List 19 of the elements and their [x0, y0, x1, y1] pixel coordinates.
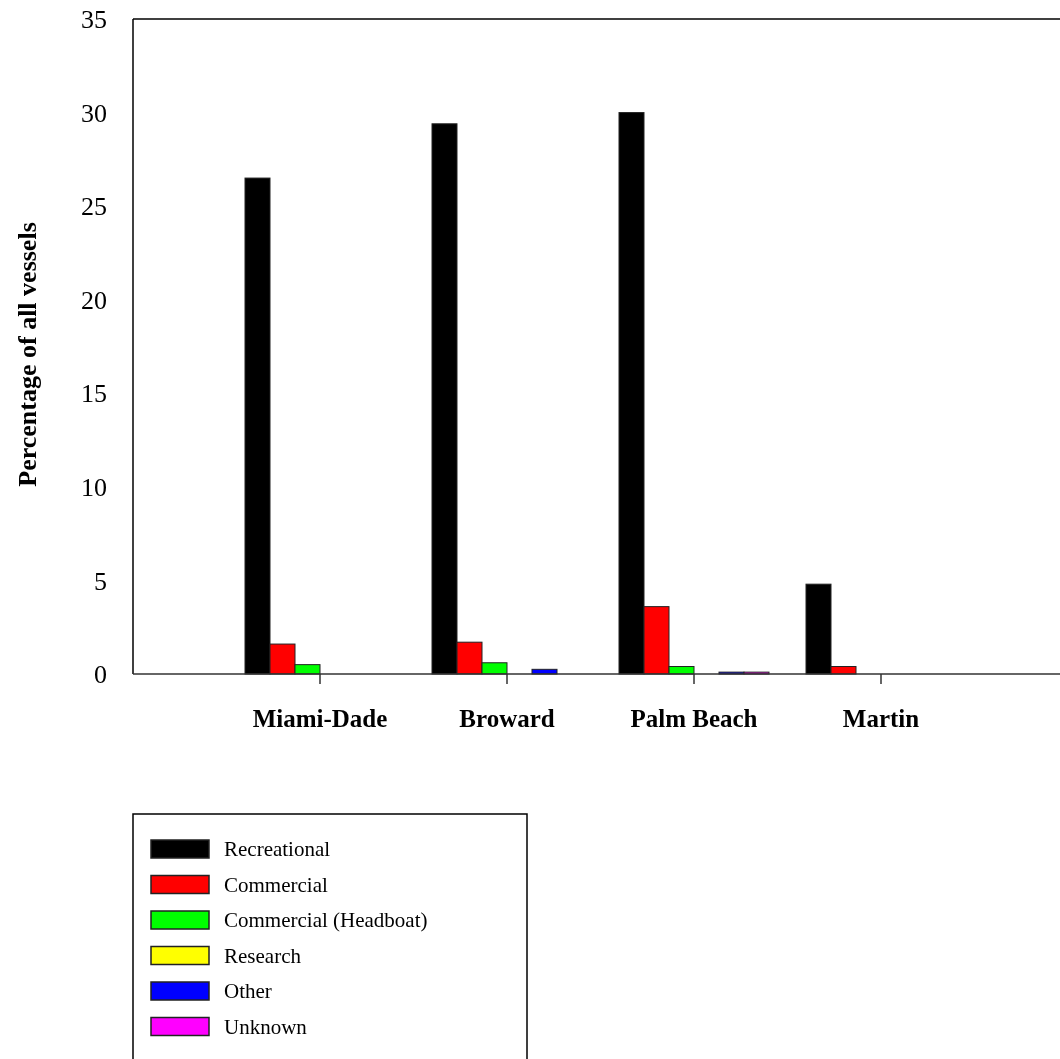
- x-tick-label: Martin: [842, 705, 920, 732]
- legend-label: Commercial: [224, 872, 328, 897]
- x-tick-label: Broward: [459, 705, 555, 732]
- y-axis-title: Percentage of all vessels: [13, 222, 42, 487]
- legend-label: Other: [224, 979, 272, 1004]
- y-tick-label: 10: [81, 472, 107, 502]
- y-tick-label: 30: [81, 98, 107, 128]
- y-tick-label: 0: [94, 660, 107, 690]
- x-tick-label: Palm Beach: [630, 705, 758, 732]
- legend-label: Commercial (Headboat): [224, 908, 428, 933]
- y-tick-label: 5: [94, 566, 107, 596]
- y-tick-label: 15: [81, 379, 107, 409]
- legend-label: Recreational: [224, 837, 331, 862]
- y-tick-label: 35: [81, 5, 107, 35]
- legend-label: Research: [224, 943, 302, 968]
- legend-label: Unknown: [224, 1014, 308, 1039]
- y-tick-label: 25: [81, 192, 107, 222]
- x-tick-label: Miami-Dade: [252, 705, 388, 732]
- y-tick-label: 20: [81, 285, 107, 315]
